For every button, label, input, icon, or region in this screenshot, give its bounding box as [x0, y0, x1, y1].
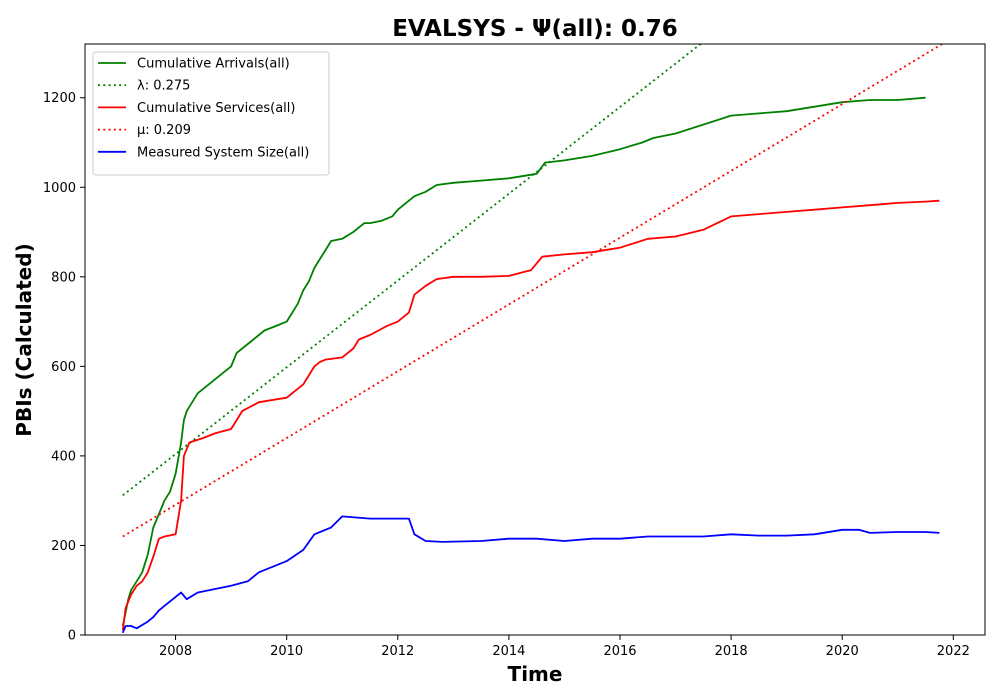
y-tick-label: 200: [51, 539, 76, 554]
legend-entry-2: Cumulative Services(all): [137, 101, 295, 116]
series-line-3: [122, 44, 943, 538]
y-tick-label: 0: [68, 629, 76, 644]
y-axis-label: PBIs (Calculated): [12, 243, 36, 436]
plot-area: [121, 44, 943, 634]
x-tick-label: 2018: [715, 644, 748, 659]
y-tick-label: 400: [51, 449, 76, 464]
y-axis-ticks: 0 200 400 600 800 1000 1200: [43, 91, 85, 644]
chart-title: EVALSYS - Ψ(all): 0.76: [392, 16, 678, 42]
series-line-2: [121, 199, 940, 631]
y-tick-label: 1000: [43, 181, 76, 196]
x-tick-label: 2022: [937, 644, 970, 659]
legend-entry-1: λ: 0.275: [137, 79, 190, 94]
x-tick-label: 2014: [492, 644, 525, 659]
x-tick-label: 2016: [603, 644, 636, 659]
legend: Cumulative Arrivals(all) λ: 0.275 Cumulati…: [92, 51, 330, 176]
y-tick-label: 800: [51, 270, 76, 285]
series-line-0: [121, 96, 926, 627]
series-line-1: [122, 44, 702, 497]
legend-entry-0: Cumulative Arrivals(all): [137, 57, 290, 72]
legend-entry-4: Measured System Size(all): [137, 145, 309, 160]
series-line-4: [121, 515, 940, 634]
y-tick-label: 1200: [43, 91, 76, 106]
x-tick-label: 2012: [381, 644, 414, 659]
x-tick-label: 2010: [270, 644, 303, 659]
x-tick-label: 2008: [159, 644, 192, 659]
x-tick-label: 2020: [826, 644, 859, 659]
legend-box: [92, 51, 330, 176]
y-tick-label: 600: [51, 360, 76, 375]
legend-entry-3: μ: 0.209: [137, 123, 191, 138]
plot-frame: [84, 43, 986, 636]
x-axis-ticks: 2008 2010 2012 2014 2016 2018 2020 2022: [159, 635, 970, 659]
x-axis-label: Time: [508, 662, 563, 686]
